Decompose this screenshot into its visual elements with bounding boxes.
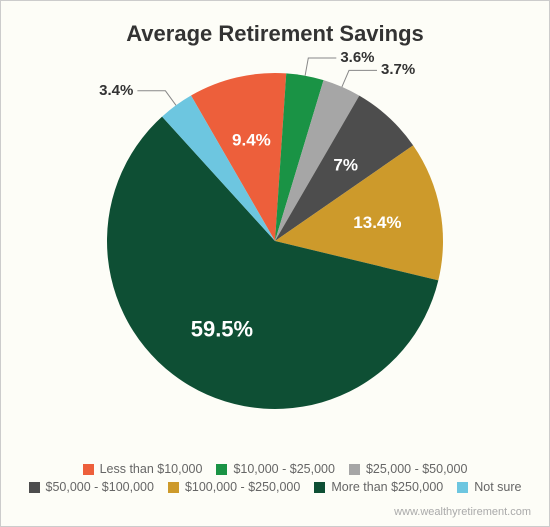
slice-label: 3.6%	[340, 49, 374, 66]
leader-line	[137, 91, 176, 106]
slice-label: 9.4%	[232, 131, 271, 150]
legend-item: $25,000 - $50,000	[349, 462, 467, 476]
legend-label: Not sure	[474, 480, 521, 494]
slice-label: 13.4%	[353, 213, 401, 232]
legend-label: $100,000 - $250,000	[185, 480, 300, 494]
legend-swatch	[457, 482, 468, 493]
slice-label: 3.7%	[381, 61, 415, 78]
legend-item: $10,000 - $25,000	[216, 462, 334, 476]
legend-swatch	[216, 464, 227, 475]
legend-label: $25,000 - $50,000	[366, 462, 467, 476]
legend-swatch	[168, 482, 179, 493]
leader-line	[342, 70, 377, 87]
slice-label: 7%	[333, 156, 358, 175]
legend-swatch	[83, 464, 94, 475]
legend-label: More than $250,000	[331, 480, 443, 494]
legend-swatch	[29, 482, 40, 493]
legend-item: $50,000 - $100,000	[29, 480, 154, 494]
leader-line	[305, 58, 336, 76]
legend-label: $50,000 - $100,000	[46, 480, 154, 494]
chart-container: Average Retirement Savings 9.4% 7% 13.4% 59…	[0, 0, 550, 527]
slice-label: 3.4%	[99, 82, 133, 99]
legend-item: Less than $10,000	[83, 462, 203, 476]
legend-swatch	[349, 464, 360, 475]
pie-chart: 9.4%7%13.4%59.5% 3.6%3.7%3.4%	[100, 66, 450, 416]
legend-label: Less than $10,000	[100, 462, 203, 476]
legend-item: More than $250,000	[314, 480, 443, 494]
legend-label: $10,000 - $25,000	[233, 462, 334, 476]
legend-swatch	[314, 482, 325, 493]
slice-label: 59.5%	[191, 317, 253, 342]
legend-item: Not sure	[457, 480, 521, 494]
legend-item: $100,000 - $250,000	[168, 480, 300, 494]
chart-title: Average Retirement Savings	[1, 21, 549, 47]
legend: Less than $10,000 $10,000 - $25,000 $25,00…	[1, 462, 549, 494]
attribution: www.wealthyretirement.com	[394, 506, 531, 518]
